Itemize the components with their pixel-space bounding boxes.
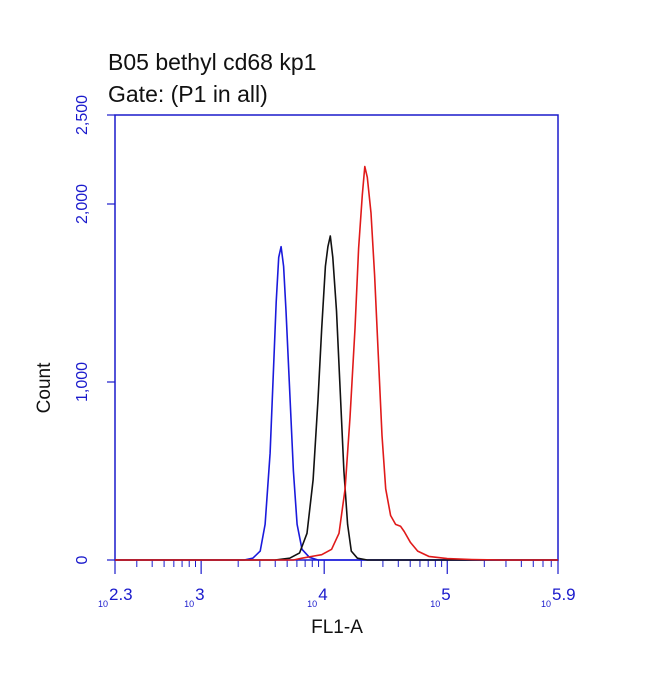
x-tick-label: 10 4 [307,585,327,609]
chart-title-line-2: Gate: (P1 in all) [108,81,268,107]
x-axis-ticks: 10 2.3 10 3 10 4 10 5 10 5.9 [98,560,576,609]
series-line-1 [115,245,558,561]
y-tick-label: 1,000 [74,362,91,402]
x-tick-exponent: 5.9 [552,585,576,604]
x-tick-base: 10 [541,599,551,609]
x-tick-exponent: 3 [195,585,204,604]
x-tick-base: 10 [98,599,108,609]
x-tick-exponent: 4 [318,585,327,604]
chart-title-line-1: B05 bethyl cd68 kp1 [108,49,316,75]
x-tick-base: 10 [430,599,440,609]
x-tick-base: 10 [307,599,317,609]
x-tick-label: 10 2.3 [98,585,133,609]
x-axis-title: FL1-A [311,617,363,638]
x-tick-base: 10 [184,599,194,609]
series-line-3 [115,165,558,561]
y-tick-label: 0 [74,555,91,564]
x-tick-label: 10 3 [184,585,204,609]
series-line-2 [115,235,558,561]
x-tick-label: 10 5 [430,585,450,609]
x-tick-exponent: 2.3 [109,585,133,604]
series-lines [115,165,558,561]
y-tick-label: 2,000 [74,184,91,224]
y-tick-label: 2,500 [74,95,91,135]
x-tick-label: 10 5.9 [541,585,576,609]
y-axis-title: Count [34,362,55,413]
y-axis-ticks: 0 1,000 2,000 2,500 [74,95,115,564]
plot-frame [114,114,559,561]
x-tick-exponent: 5 [441,585,450,604]
